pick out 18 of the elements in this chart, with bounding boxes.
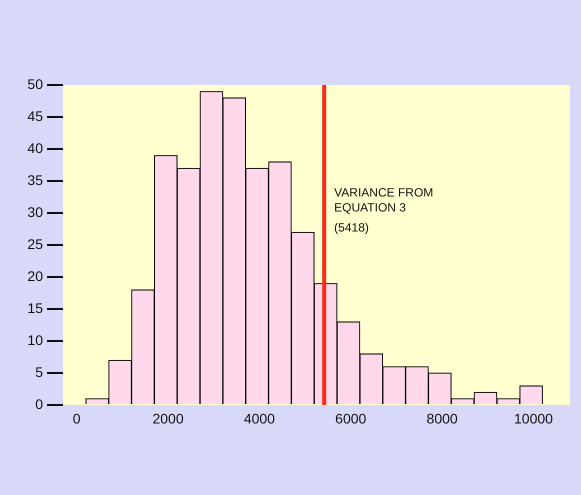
y-tick-label: 10: [27, 332, 44, 348]
x-tick-label: 4000: [244, 410, 276, 426]
y-tick-label: 5: [35, 364, 44, 380]
y-tick-label: 45: [27, 108, 44, 124]
y-tick-label: 30: [27, 204, 44, 220]
x-tick-label: 8000: [426, 410, 458, 426]
x-tick-label: 10000: [514, 410, 554, 426]
ref-line-label: VARIANCE FROM EQUATION 3 (5418): [334, 186, 434, 235]
y-tick-label: 20: [27, 268, 44, 284]
x-tick-label: 6000: [335, 410, 367, 426]
y-tick-label: 0: [35, 396, 44, 412]
y-tick-label: 40: [27, 140, 44, 156]
y-tick-label: 15: [27, 300, 44, 316]
y-tick-label: 25: [27, 236, 44, 252]
y-tick-label: 35: [27, 172, 44, 188]
x-tick-label: 2000: [152, 410, 184, 426]
y-tick-label: 50: [27, 76, 44, 92]
x-tick-label: 0: [72, 410, 81, 426]
